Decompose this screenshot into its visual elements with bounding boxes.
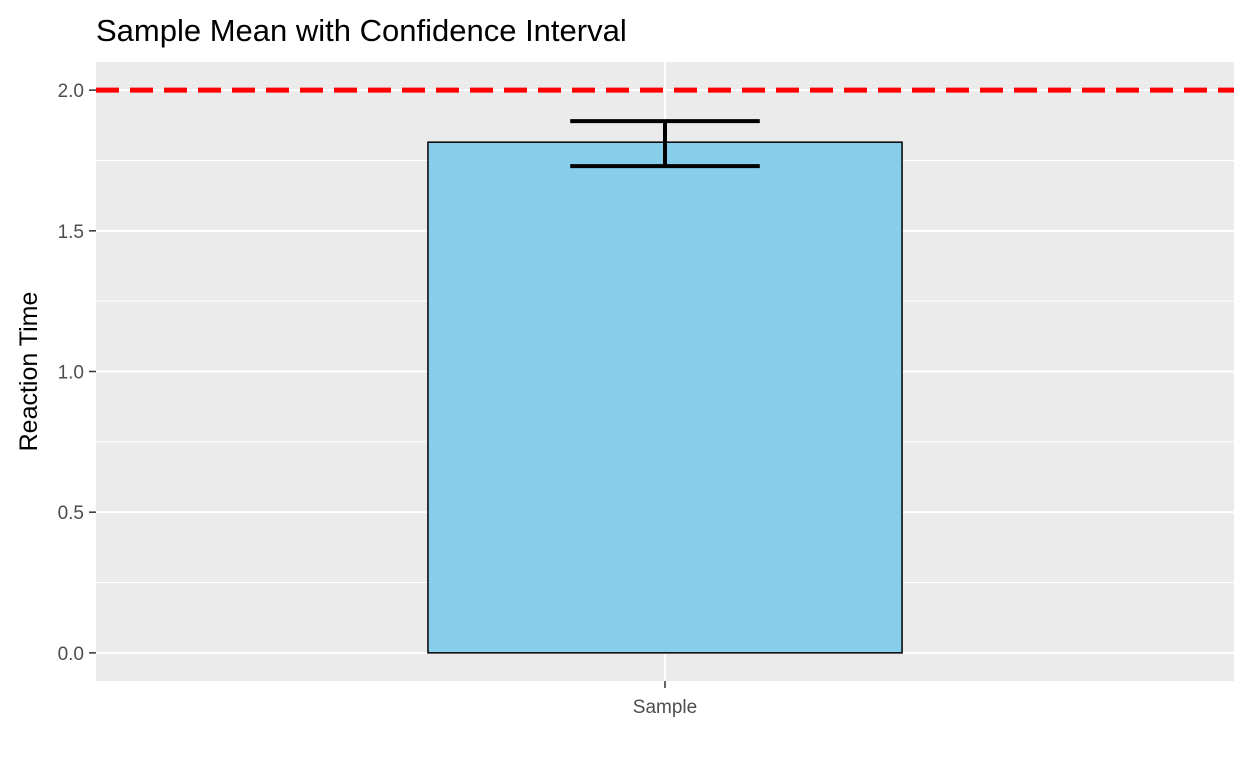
bars	[427, 141, 903, 654]
bar	[427, 141, 903, 654]
y-tick-label: 0.0	[58, 644, 84, 665]
chart-title: Sample Mean with Confidence Interval	[96, 13, 627, 48]
y-axis: 0.0 0.5 1.0 1.5 2.0	[58, 81, 96, 665]
y-tick-label: 1.5	[58, 222, 84, 243]
x-tick-label: Sample	[633, 697, 697, 718]
error-bars	[570, 119, 760, 169]
y-axis-title: Reaction Time	[15, 292, 43, 452]
x-axis: Sample	[633, 681, 697, 718]
y-tick-label: 2.0	[58, 81, 84, 102]
y-tick-label: 1.0	[58, 363, 84, 384]
y-tick-label: 0.5	[58, 503, 84, 524]
